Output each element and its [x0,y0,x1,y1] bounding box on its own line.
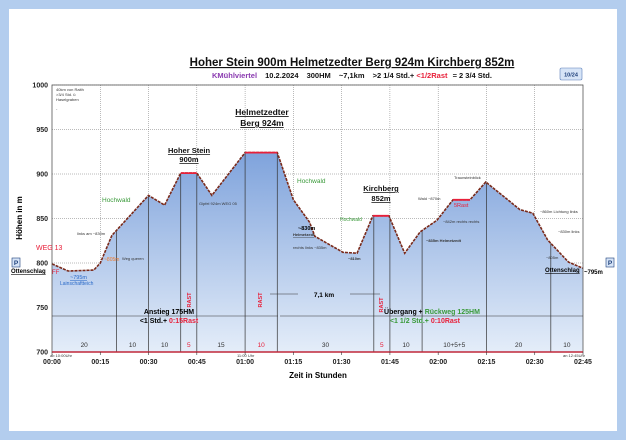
profile-area [52,152,583,352]
note-top: - [56,106,58,111]
x-tick-label: 01:45 [381,359,399,366]
waypoint-label: Gipfel 924m WEG 05 [199,201,238,206]
hochwald-label: Hochwald [102,197,131,204]
chart-title: Hoher Stein 900m Helmetzedter Berg 924m … [190,57,515,69]
segment-duration: 10 [258,342,266,349]
rest-label: 5Rast [454,203,469,209]
segment-duration: 10 [563,342,571,349]
y-axis-label: Höhen in m [15,196,24,240]
hochwald-label: Hochwald [340,217,362,223]
x-tick-label: 01:00 [236,359,254,366]
chart-subtitle: KMühlviertel 10.2.2024 300HM ~7,1km >2 1… [212,71,492,80]
x-tick-label: 00:30 [140,359,158,366]
waypoint-label: ~860m Lichtung links [540,209,578,214]
y-tick-label: 900 [36,172,48,179]
y-tick-label: 1000 [32,83,48,90]
segment-duration: 5 [187,342,191,349]
rest-segments [180,151,471,217]
segment-duration: 20 [515,342,523,349]
x-tick-label: 01:30 [333,359,351,366]
waypoint-label: ~830m links [558,229,579,234]
waypoint-label: ~805m [104,257,119,263]
teich-name-label: Lainschaftteich [60,281,94,287]
segment-duration: 10 [161,342,169,349]
waypoint-label: ~835m Helmetzedt [426,238,462,243]
rest-label: RAST [258,292,264,308]
parking-icon-label: P [14,260,19,267]
note-top: 40km von Raith [56,87,84,92]
x-axis-ticks: 00:00 00:15 00:30 00:45 01:00 01:15 01:30 01:45… [43,352,592,366]
x-tick-label: 02:30 [526,359,544,366]
x-tick-label: 00:45 [188,359,206,366]
peak-helmetzedter-height: Berg 924m [240,118,284,128]
x-axis-label: Zeit in Stunden [289,371,347,380]
x-tick-label: 02:15 [478,359,496,366]
x-tick-label: 01:15 [284,359,302,366]
ascent-time-label: <1 Std.+ 0:15Rast [140,318,199,325]
profile-line [51,151,584,272]
segment-duration: 15 [217,342,225,349]
parking-icon [11,257,21,268]
end-place-label: Ottenschlag [545,268,580,274]
rest-label: RAST [379,297,385,313]
peak-hoher-stein-height: 900m [179,155,199,164]
note-top: >3/4 Std. ü [56,92,75,97]
x-tick-label: 02:00 [429,359,447,366]
return-label: Übergang + Rückweg 125HM [384,307,480,316]
y-tick-label: 750 [36,305,48,312]
peak-kirchberg-height: 852m [371,194,391,203]
hochwald-label: Hochwald [297,178,326,185]
y-tick-label: 800 [36,261,48,268]
peak-hoher-stein: Hoher Stein [168,146,211,155]
waypoint-label: ~842m rechts rechts [443,219,479,224]
parking-icon-label: P [608,260,613,267]
peak-helmetzedter: Helmetzedter [235,107,289,117]
x-tick-label: 02:45 [574,359,592,366]
teich-height-label: ~795m [70,275,87,281]
y-axis-ticks: 700 750 800 850 900 950 1000 [32,83,48,357]
peak-labels: Hoher Stein 900m Helmetzedter Berg 924m … [168,107,399,203]
waypoint-label: Helmetzedt [293,232,315,237]
segment-dividers [116,152,552,352]
weg-13-label: WEG 13 [36,245,63,252]
rest-label: RAST [187,292,193,308]
y-tick-label: 950 [36,127,48,134]
segment-duration: 10+5+5 [443,342,465,349]
mid-time-label: 11:00 Uhr [237,353,255,358]
y-tick-label: 700 [36,350,48,357]
segment-duration: 20 [81,342,89,349]
waypoint-label: ~805m [546,255,559,260]
start-place-label: Ottenschlag [11,269,46,275]
waypoint-label: ~810m [348,256,361,261]
segment-duration: 30 [322,342,330,349]
y-tick-label: 850 [36,216,48,223]
waypoint-label: Traunsteinblick [454,175,481,180]
parking-icon [605,257,615,268]
annotations: 40km von Raith >3/4 Std. ü Haselgraben -… [11,87,615,358]
end-time-label: an 12:45Uhr [563,353,586,358]
page-badge [559,67,583,81]
segment-duration: 10 [402,342,410,349]
return-time-label: <1 1/2 Std.+ 0:10Rast [390,318,461,325]
x-tick-label: 00:00 [43,359,61,366]
x-tick-label: 00:15 [91,359,109,366]
waypoint-label: links am ~830m [77,231,106,236]
segment-duration: 10 [129,342,137,349]
end-height-label: ~795m [584,270,603,276]
page-badge-label: 10/24 [564,73,579,79]
waypoint-label: Weg queren [122,256,144,261]
note-top: Haselgraben [56,97,79,102]
segment-duration-labels: 20 10 10 5 15 10 30 5 10 10+5+5 20 10 [81,342,571,349]
ff-label: FF [52,270,60,276]
waypoint-label: ~830m [298,226,315,232]
waypoint-label: Wald ~870m [418,196,441,201]
waypoint-label: rechts links ~835m [293,245,327,250]
segment-duration: 5 [380,342,384,349]
start-time-label: ab 10:00Uhr [50,353,73,358]
distance-label: 7,1 km [314,292,334,299]
peak-kirchberg: Kirchberg [363,184,399,193]
ascent-label: Anstieg 175HM [144,309,194,316]
